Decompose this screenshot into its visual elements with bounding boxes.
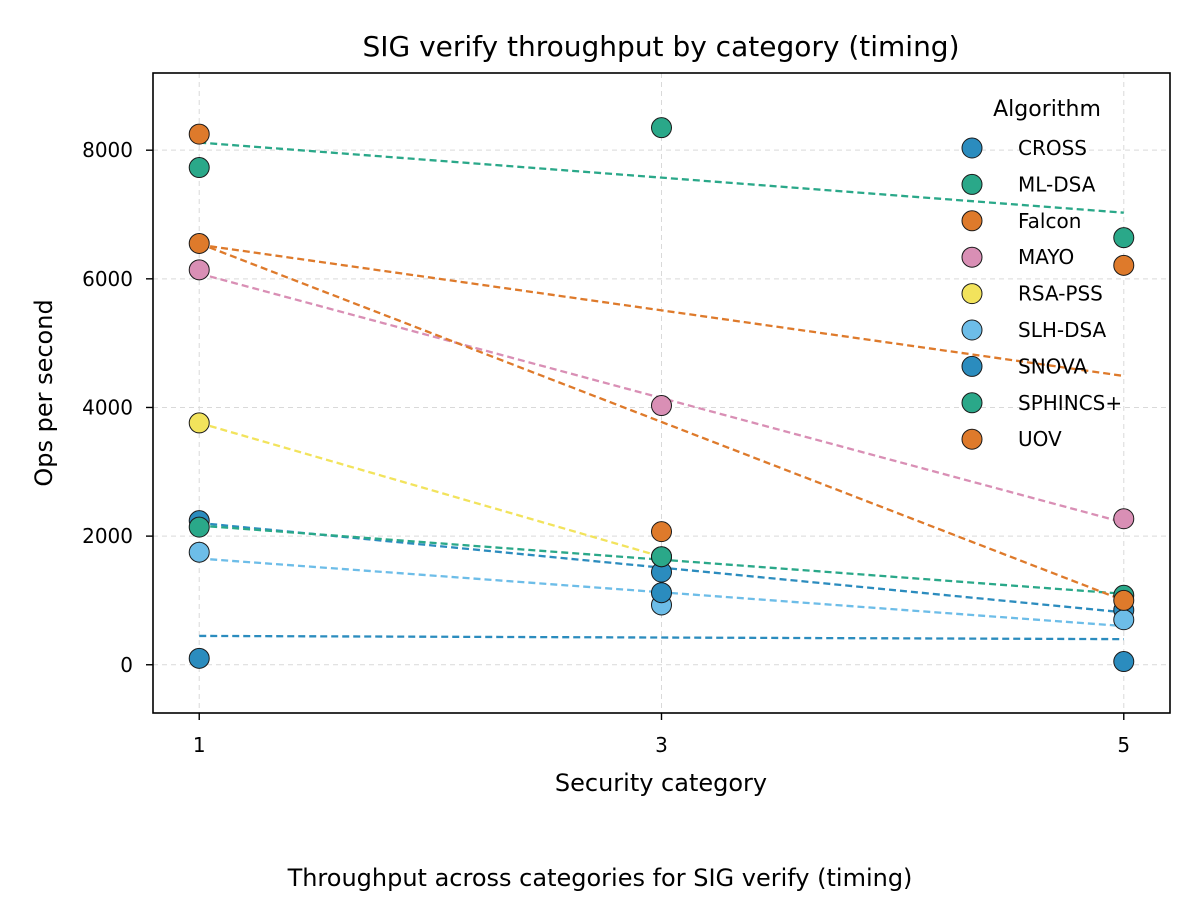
legend-label: SPHINCS+ [1018, 391, 1122, 415]
legend: Algorithm CROSS ML-DSA Falcon MAYO RSA-PSS SLH… [961, 97, 1122, 451]
data-point-slh-dsa [1113, 609, 1135, 631]
data-point-ml-dsa [1113, 227, 1135, 249]
legend-marker [961, 173, 983, 195]
data-point-sphincs+ [188, 516, 210, 538]
y-axis-ticks: 0 2000 4000 6000 8000 [82, 138, 153, 677]
legend-marker [961, 210, 983, 232]
legend-marker [961, 246, 983, 268]
x-axis-ticks: 1 3 5 [193, 713, 1130, 757]
data-point-uov [188, 232, 210, 254]
x-tick-label: 5 [1117, 733, 1130, 757]
data-point-mayo [1113, 508, 1135, 530]
legend-label: RSA-PSS [1018, 282, 1103, 306]
data-point-falcon [1113, 254, 1135, 276]
legend-label: SNOVA [1018, 354, 1087, 378]
legend-label: SLH-DSA [1018, 318, 1107, 342]
data-point-rsa-pss [188, 412, 210, 434]
x-tick-label: 3 [655, 733, 668, 757]
data-points [188, 117, 1135, 673]
legend-label: ML-DSA [1018, 172, 1096, 196]
legend-marker [961, 319, 983, 341]
chart: 1 3 5 0 2000 4000 6000 8000 Algorithm CROSS ML-D… [30, 30, 1171, 797]
data-point-sphincs+ [651, 546, 672, 568]
data-point-mayo [651, 395, 672, 417]
data-point-mayo [188, 259, 210, 281]
trend-line-uov [198, 242, 1125, 602]
data-point-snova [651, 582, 672, 604]
trend-line-rsa-pss [198, 421, 662, 558]
data-point-slh-dsa [188, 541, 210, 563]
y-tick-label: 6000 [82, 267, 133, 291]
data-point-falcon [188, 123, 210, 145]
legend-marker [961, 283, 983, 305]
data-point-snova [188, 647, 210, 669]
data-point-ml-dsa [188, 157, 210, 179]
chart-title: SIG verify throughput by category (timin… [362, 30, 959, 63]
y-tick-label: 8000 [82, 138, 133, 162]
y-tick-label: 2000 [82, 524, 133, 548]
legend-label: CROSS [1018, 136, 1087, 160]
data-point-ml-dsa [651, 117, 672, 139]
legend-title: Algorithm [993, 97, 1101, 122]
legend-label: MAYO [1018, 245, 1074, 269]
trend-line-falcon [199, 243, 1124, 378]
legend-marker [961, 137, 983, 159]
data-point-uov [1113, 589, 1135, 611]
figure-caption: Throughput across categories for SIG ver… [287, 864, 913, 892]
trend-line-snova [199, 634, 1124, 641]
legend-label: UOV [1018, 427, 1062, 451]
x-tick-label: 1 [193, 733, 206, 757]
legend-marker [961, 428, 983, 450]
legend-marker [961, 392, 983, 414]
x-axis-label: Security category [555, 769, 767, 797]
y-axis-label: Ops per second [30, 299, 58, 486]
data-point-snova [1113, 651, 1135, 673]
data-point-falcon [651, 521, 672, 543]
legend-label: Falcon [1018, 209, 1081, 233]
trend-line-ml-dsa [199, 141, 1124, 214]
y-tick-label: 4000 [82, 395, 133, 419]
legend-marker [961, 355, 983, 377]
y-tick-label: 0 [120, 653, 133, 677]
